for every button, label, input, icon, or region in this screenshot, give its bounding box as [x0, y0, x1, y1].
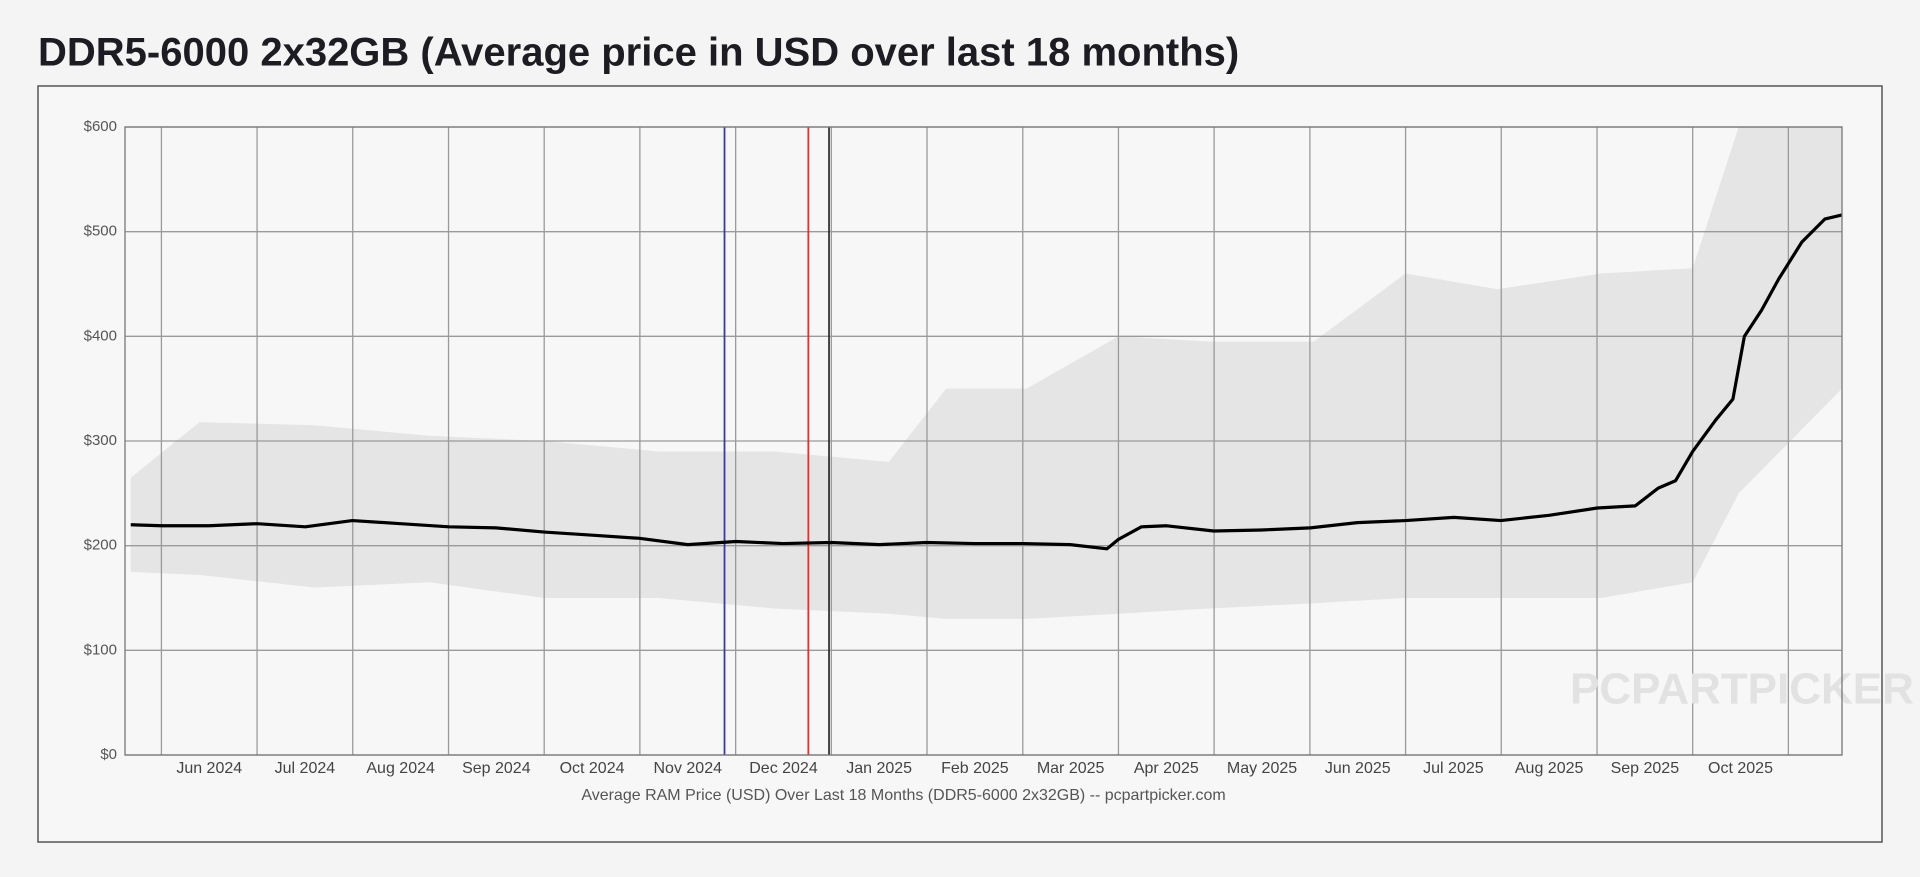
x-tick-label: Sep 2025 — [1611, 760, 1680, 777]
x-tick-label: Nov 2024 — [654, 760, 723, 777]
y-tick-label: $100 — [84, 641, 117, 658]
x-axis-label: Average RAM Price (USD) Over Last 18 Mon… — [581, 787, 1225, 804]
y-tick-label: $600 — [84, 118, 117, 135]
y-tick-label: $200 — [84, 537, 117, 554]
y-tick-label: $0 — [100, 746, 117, 763]
x-tick-label: Jan 2025 — [846, 760, 912, 777]
y-tick-label: $300 — [84, 432, 117, 449]
x-tick-label: Jul 2025 — [1423, 760, 1484, 777]
watermark: PCPARTPICKER — [1570, 665, 1914, 714]
x-tick-label: Apr 2025 — [1134, 760, 1199, 777]
chart-title: DDR5-6000 2x32GB (Average price in USD o… — [38, 31, 1239, 75]
x-tick-label: Aug 2024 — [366, 760, 435, 777]
y-tick-label: $500 — [84, 223, 117, 240]
x-tick-label: Jul 2024 — [275, 760, 336, 777]
x-tick-label: Mar 2025 — [1037, 760, 1105, 777]
x-tick-label: Jun 2024 — [176, 760, 242, 777]
price-range-band — [130, 127, 1843, 619]
x-tick-label: Oct 2025 — [1708, 760, 1773, 777]
x-tick-label: Feb 2025 — [941, 760, 1009, 777]
plot-border — [124, 126, 1843, 756]
x-tick-label: Oct 2024 — [560, 760, 625, 777]
x-tick-label: Dec 2024 — [749, 760, 818, 777]
x-tick-label: Aug 2025 — [1515, 760, 1584, 777]
average-price-line — [130, 213, 1843, 551]
x-tick-label: Sep 2024 — [462, 760, 531, 777]
x-tick-label: Jun 2025 — [1325, 760, 1391, 777]
x-tick-label: May 2025 — [1227, 760, 1297, 777]
y-tick-label: $400 — [84, 327, 117, 344]
